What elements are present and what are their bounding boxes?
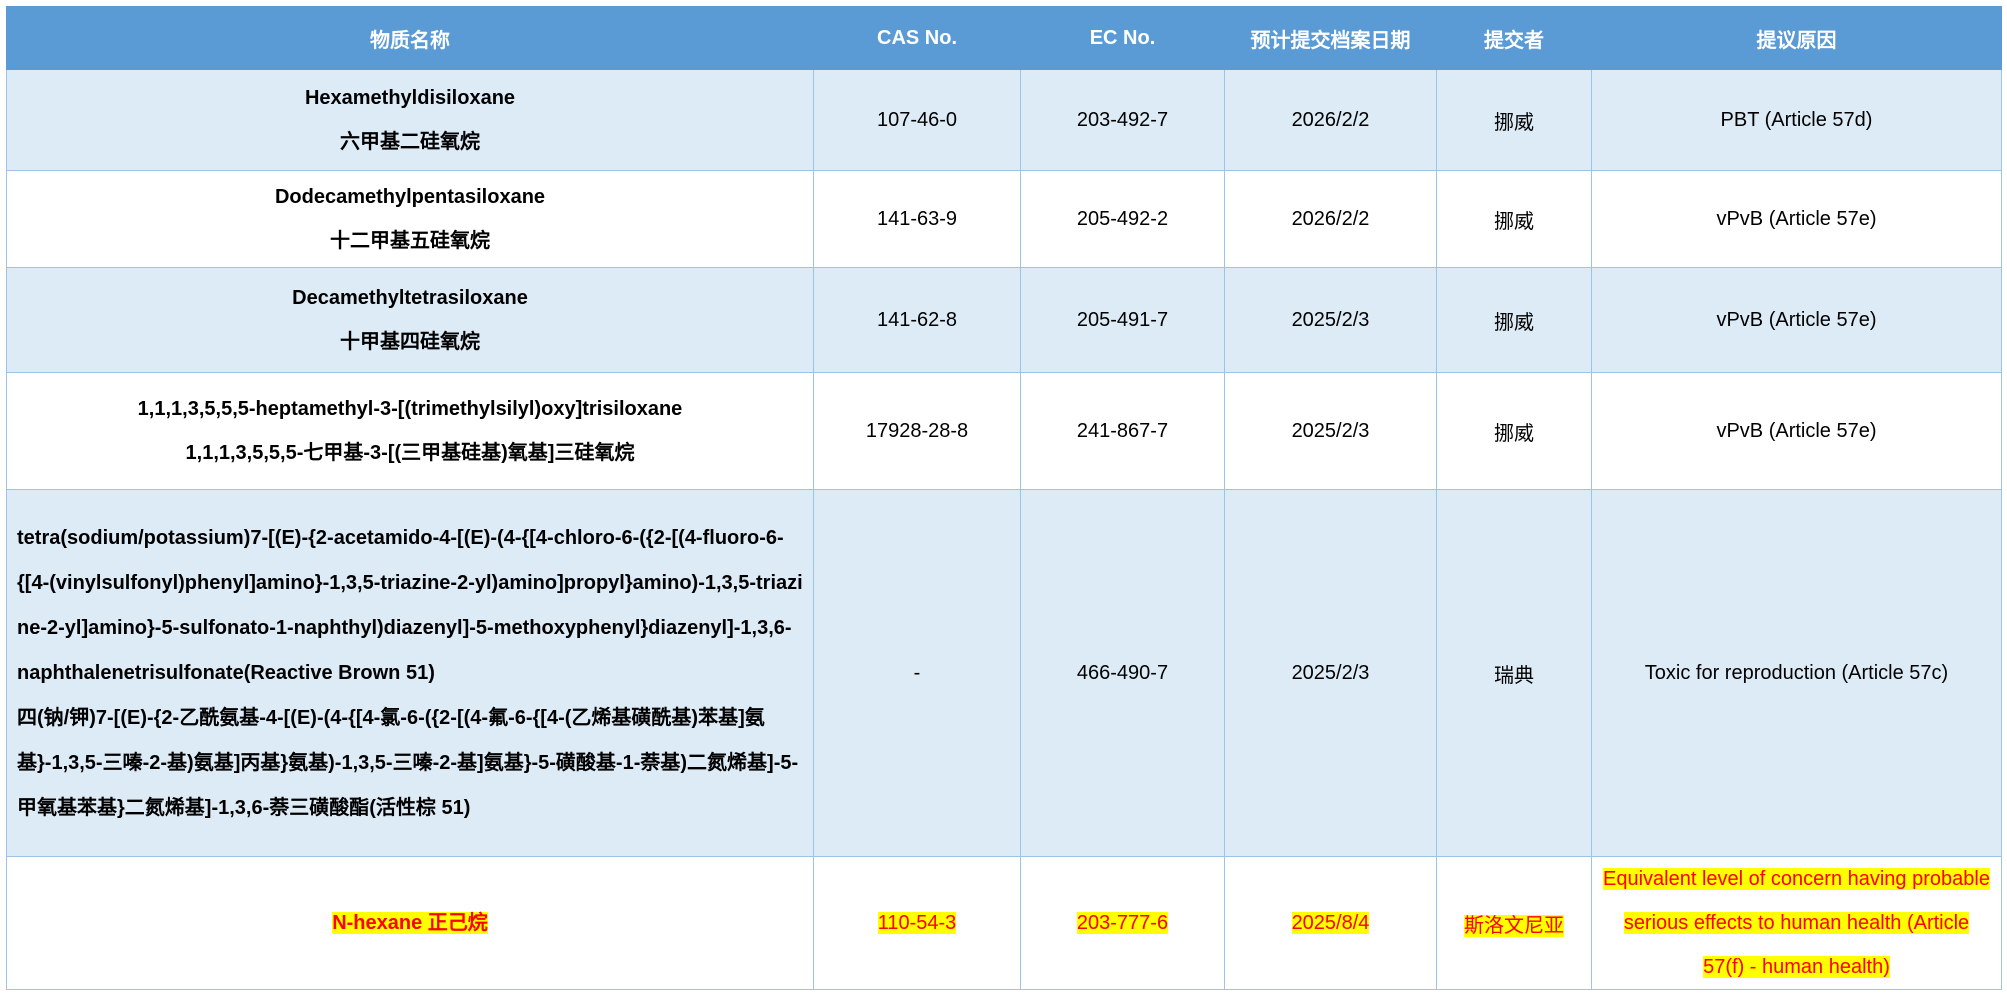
substance-name-cell: tetra(sodium/potassium)7-[(E)-{2-acetami… [6, 489, 814, 857]
cas-cell: 141-63-9 [813, 170, 1021, 268]
col-header-date: 预计提交档案日期 [1224, 6, 1437, 70]
name-zh: 1,1,1,3,5,5,5-七甲基-3-[(三甲基硅基)氧基]三硅氧烷 [185, 442, 635, 464]
date-cell: 2025/8/4 [1224, 856, 1437, 990]
table-row: Hexamethyldisiloxane 六甲基二硅氧烷 107-46-0 203… [6, 69, 2002, 171]
cas-cell: 110-54-3 [813, 856, 1021, 990]
cas-cell: 141-62-8 [813, 267, 1021, 373]
col-header-submitter: 提交者 [1436, 6, 1592, 70]
col-header-ec: EC No. [1020, 6, 1225, 70]
name-en: Hexamethyldisiloxane [304, 87, 516, 109]
name-en: 1,1,1,3,5,5,5-heptamethyl-3-[(trimethyls… [137, 398, 683, 420]
submitter-cell: 挪威 [1436, 170, 1592, 268]
submitter-cell: 挪威 [1436, 69, 1592, 171]
reason-cell: PBT (Article 57d) [1591, 69, 2002, 171]
col-header-name: 物质名称 [6, 6, 814, 70]
table-row-highlighted: N-hexane 正己烷 110-54-3 203-777-6 2025/8/4… [6, 856, 2002, 990]
ec-cell: 205-492-2 [1020, 170, 1225, 268]
submitter-cell: 挪威 [1436, 267, 1592, 373]
name-zh: 十甲基四硅氧烷 [340, 331, 480, 353]
name-highlighted: N-hexane 正己烷 [332, 912, 488, 934]
name-en: tetra(sodium/potassium)7-[(E)-{2-acetami… [17, 526, 803, 684]
ec-highlighted: 203-777-6 [1076, 911, 1169, 934]
date-cell: 2026/2/2 [1224, 170, 1437, 268]
cas-highlighted: 110-54-3 [877, 911, 957, 934]
table-row: tetra(sodium/potassium)7-[(E)-{2-acetami… [6, 489, 2002, 857]
submitter-cell: 挪威 [1436, 372, 1592, 490]
col-header-cas: CAS No. [813, 6, 1021, 70]
substance-table: 物质名称 CAS No. EC No. 预计提交档案日期 提交者 提议原因 He… [6, 6, 2002, 990]
ec-cell: 203-777-6 [1020, 856, 1225, 990]
date-cell: 2025/2/3 [1224, 372, 1437, 490]
reason-cell: vPvB (Article 57e) [1591, 170, 2002, 268]
name-en: Dodecamethylpentasiloxane [274, 186, 546, 208]
reason-cell: Toxic for reproduction (Article 57c) [1591, 489, 2002, 857]
ec-cell: 466-490-7 [1020, 489, 1225, 857]
name-zh: 十二甲基五硅氧烷 [330, 230, 490, 252]
name-zh: 四(钠/钾)7-[(E)-{2-乙酰氨基-4-[(E)-(4-{[4-氯-6-(… [17, 706, 799, 819]
reason-cell: vPvB (Article 57e) [1591, 267, 2002, 373]
date-cell: 2025/2/3 [1224, 489, 1437, 857]
substance-name-cell: 1,1,1,3,5,5,5-heptamethyl-3-[(trimethyls… [6, 372, 814, 490]
ec-cell: 241-867-7 [1020, 372, 1225, 490]
ec-cell: 205-491-7 [1020, 267, 1225, 373]
reason-highlighted: Equivalent level of concern having proba… [1603, 868, 1990, 978]
reason-cell: vPvB (Article 57e) [1591, 372, 2002, 490]
table-row: Decamethyltetrasiloxane 十甲基四硅氧烷 141-62-8 … [6, 267, 2002, 373]
table-row: Dodecamethylpentasiloxane 十二甲基五硅氧烷 141-63… [6, 170, 2002, 268]
cas-cell: - [813, 489, 1021, 857]
ec-cell: 203-492-7 [1020, 69, 1225, 171]
name-en: Decamethyltetrasiloxane [292, 287, 528, 309]
substance-name-cell: Dodecamethylpentasiloxane 十二甲基五硅氧烷 [6, 170, 814, 268]
reason-cell: Equivalent level of concern having proba… [1591, 856, 2002, 990]
date-cell: 2025/2/3 [1224, 267, 1437, 373]
header-row: 物质名称 CAS No. EC No. 预计提交档案日期 提交者 提议原因 [6, 6, 2002, 70]
name-zh: 六甲基二硅氧烷 [340, 131, 480, 153]
substance-name-cell: Decamethyltetrasiloxane 十甲基四硅氧烷 [6, 267, 814, 373]
date-cell: 2026/2/2 [1224, 69, 1437, 171]
cas-cell: 17928-28-8 [813, 372, 1021, 490]
date-highlighted: 2025/8/4 [1291, 911, 1370, 934]
cas-cell: 107-46-0 [813, 69, 1021, 171]
submitter-cell: 斯洛文尼亚 [1436, 856, 1592, 990]
substance-name-cell: N-hexane 正己烷 [6, 856, 814, 990]
submitter-cell: 瑞典 [1436, 489, 1592, 857]
table-row: 1,1,1,3,5,5,5-heptamethyl-3-[(trimethyls… [6, 372, 2002, 490]
col-header-reason: 提议原因 [1591, 6, 2002, 70]
submitter-highlighted: 斯洛文尼亚 [1464, 914, 1564, 937]
substance-name-cell: Hexamethyldisiloxane 六甲基二硅氧烷 [6, 69, 814, 171]
